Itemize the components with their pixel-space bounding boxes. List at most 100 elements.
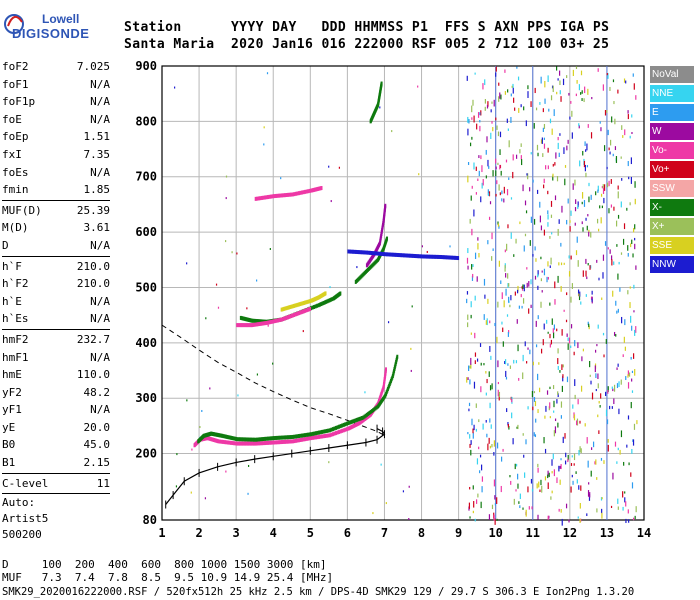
noise-dot [480, 464, 483, 471]
noise-dot [628, 176, 630, 180]
noise-dot [555, 152, 557, 159]
noise-dot [511, 412, 513, 419]
noise-dot [548, 515, 550, 519]
noise-dot [562, 376, 564, 382]
noise-dot [516, 426, 518, 429]
trace-point [254, 441, 257, 446]
noise-dot [591, 392, 594, 400]
trace-point [311, 435, 314, 440]
noise-dot [597, 68, 599, 72]
trace-point [280, 435, 283, 440]
noise-dot [475, 403, 477, 408]
trace-point [267, 320, 270, 325]
noise-dot [633, 228, 635, 233]
trace-point [300, 301, 303, 306]
noise-dot [263, 126, 265, 129]
trace-point [276, 318, 279, 323]
noise-dot [515, 154, 518, 159]
noise-dot [600, 127, 602, 132]
param-row: foEs N/A [2, 164, 110, 182]
noise-dot [509, 365, 512, 369]
noise-dot [634, 369, 636, 376]
noise-dot [613, 206, 615, 211]
trace-point [293, 192, 296, 197]
noise-dot [505, 159, 508, 163]
noise-dot [508, 296, 510, 303]
noise-dot [491, 101, 493, 104]
noise-dot [467, 175, 469, 183]
noise-dot [551, 490, 553, 494]
noise-dot [611, 406, 613, 409]
trace-point [284, 193, 287, 198]
trace-point [341, 428, 344, 433]
noise-dot [338, 166, 341, 169]
trace-point [299, 302, 302, 307]
trace-point [291, 313, 294, 318]
noise-dot [483, 278, 486, 286]
noise-dot [484, 106, 486, 111]
noise-dot [567, 343, 569, 350]
logo-mark [4, 14, 24, 34]
noise-dot [480, 155, 482, 160]
param-row: h`E N/A [2, 293, 110, 311]
noise-dot [602, 188, 605, 194]
noise-dot [558, 508, 560, 512]
noise-dot [478, 170, 480, 177]
noise-dot [581, 356, 583, 362]
trace-point [232, 436, 235, 441]
noise-dot [526, 173, 528, 176]
noise-dot [510, 197, 513, 200]
trace-point [345, 421, 348, 426]
trace-point [259, 437, 262, 442]
noise-dot [597, 373, 599, 380]
noise-dot [467, 248, 469, 254]
noise-dot [565, 452, 567, 458]
trace-point [285, 315, 288, 320]
noise-dot [526, 361, 528, 364]
trace-point [253, 437, 256, 442]
trace-point [286, 305, 289, 310]
noise-dot [595, 191, 597, 196]
noise-dot [489, 201, 492, 205]
trace-point [265, 440, 268, 445]
noise-dot [578, 84, 581, 91]
noise-dot [621, 125, 623, 130]
noise-dot [498, 391, 501, 398]
noise-dot [567, 198, 569, 204]
trace-point [406, 253, 409, 258]
trace-point [359, 416, 362, 421]
noise-dot [519, 493, 521, 500]
noise-dot [617, 191, 619, 199]
noise-dot [561, 205, 563, 213]
noise-dot [560, 285, 562, 292]
noise-dot [619, 287, 621, 292]
noise-dot [496, 125, 498, 130]
noise-dot [225, 240, 227, 243]
noise-dot [485, 149, 487, 155]
noise-dot [391, 130, 393, 133]
trace-point [231, 441, 234, 446]
trace-point [404, 253, 407, 258]
noise-dot [477, 493, 479, 498]
noise-dot [570, 100, 572, 104]
x-tick-label: 9 [455, 526, 462, 540]
trace-point [281, 317, 284, 322]
noise-dot [498, 393, 500, 401]
trace-point [304, 433, 307, 438]
noise-dot [600, 217, 602, 224]
noise-dot [468, 502, 471, 509]
trace-point [297, 302, 300, 307]
noise-dot [597, 324, 599, 329]
noise-dot [568, 271, 571, 277]
noise-dot [566, 75, 568, 79]
trace-point [249, 323, 252, 328]
noise-dot [489, 402, 491, 409]
trace-point [297, 434, 300, 439]
parameter-panel: foF2 7.025 foF1 N/A foF1p N/A foE N/A foEp 1.51 fx… [2, 58, 110, 543]
trace-point [322, 300, 325, 305]
trace-point [291, 434, 294, 439]
trace-point [412, 253, 415, 258]
footer-file-info: SMK29_2020016222000.RSF / 520fx512h 25 k… [2, 586, 635, 598]
noise-dot [597, 189, 599, 193]
legend-item: E [650, 104, 694, 121]
